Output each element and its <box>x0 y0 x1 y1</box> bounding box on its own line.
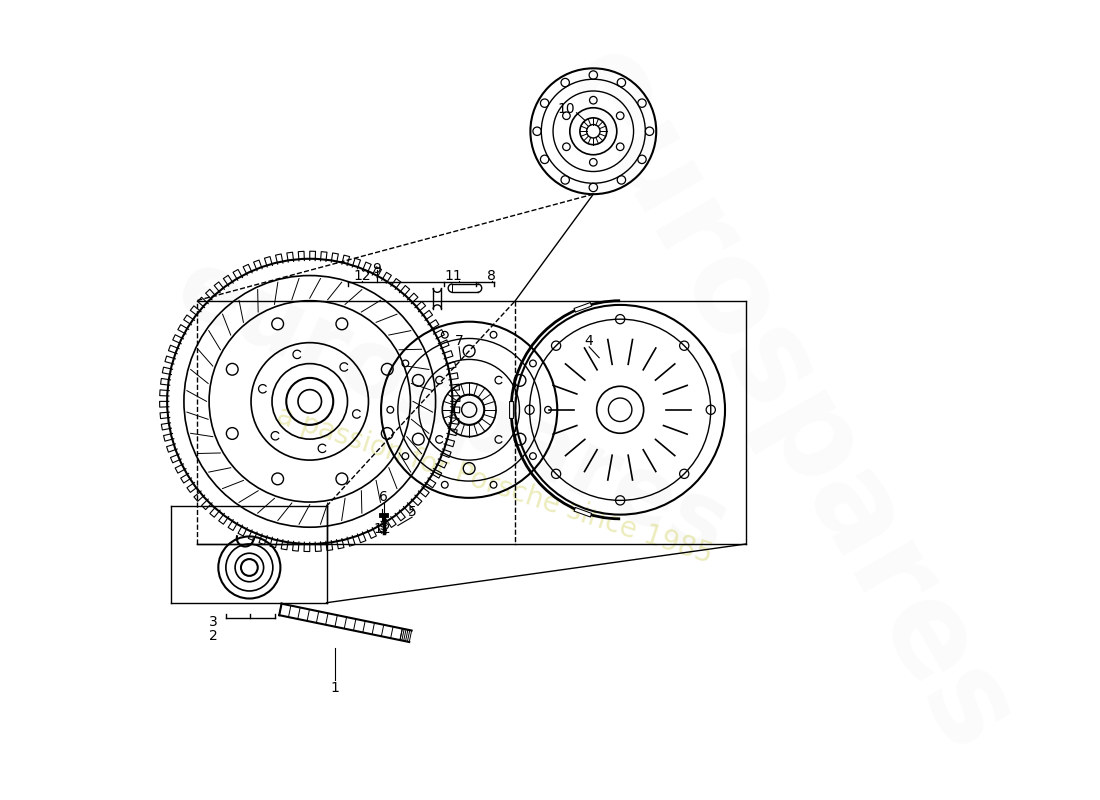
Text: 2: 2 <box>209 630 218 643</box>
Text: 1: 1 <box>330 682 340 695</box>
Text: a passion for Porsche since 1985: a passion for Porsche since 1985 <box>273 402 716 569</box>
Text: 4: 4 <box>585 334 594 348</box>
Text: eurospares: eurospares <box>162 242 742 578</box>
Text: 9: 9 <box>373 262 382 276</box>
Text: 6: 6 <box>379 490 388 504</box>
Text: 12: 12 <box>373 522 390 536</box>
Text: 11: 11 <box>444 270 462 283</box>
Text: 3: 3 <box>209 615 218 629</box>
Text: 8: 8 <box>487 270 496 283</box>
Text: 5: 5 <box>408 505 417 519</box>
Text: 12: 12 <box>353 270 371 283</box>
Text: eurospares: eurospares <box>538 29 1038 774</box>
Text: 10: 10 <box>558 102 575 117</box>
Text: 7: 7 <box>454 334 463 348</box>
